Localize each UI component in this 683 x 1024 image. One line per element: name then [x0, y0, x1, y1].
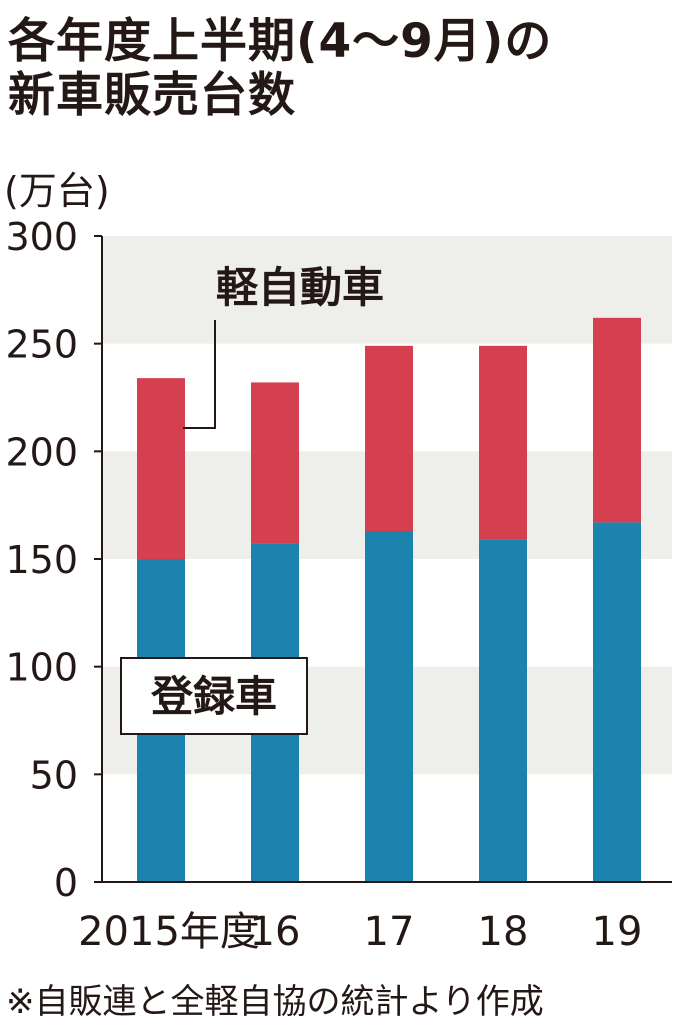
x-tick-label: 2015年度	[78, 909, 260, 955]
y-tick-labels: 0 50 100 150 200 250 300	[5, 215, 78, 905]
bar-registered-3	[479, 539, 527, 882]
bar-kei-3	[479, 345, 527, 540]
bar-registered-4	[593, 522, 641, 882]
source-note: ※自販連と全軽自協の統計より作成	[6, 982, 544, 1022]
y-tick-label: 50	[30, 753, 78, 797]
chart-title-line-2: 新車販売台数	[8, 68, 296, 123]
bars	[137, 317, 641, 882]
y-tick-label: 100	[5, 646, 78, 690]
bar-registered-2	[365, 531, 413, 882]
axes	[94, 235, 672, 883]
y-tick-label: 300	[5, 215, 78, 259]
x-tick-label: 19	[592, 909, 643, 955]
y-axis-unit-label: (万台)	[4, 169, 110, 213]
bar-kei-2	[365, 345, 413, 532]
series-label-kei: 軽自動車	[216, 263, 384, 312]
chart-title-line-1: 各年度上半期(4〜9月)の	[8, 14, 553, 69]
bar-kei-0	[137, 378, 185, 559]
series-label-registered-box	[120, 657, 308, 735]
bar-kei-4	[593, 317, 641, 523]
x-tick-label: 18	[478, 909, 529, 955]
y-tick-label: 250	[5, 323, 78, 367]
series-label-registered: 登録車	[150, 672, 277, 721]
x-tick-label: 17	[364, 909, 415, 955]
y-tick-label: 200	[5, 430, 78, 474]
y-tick-label: 150	[5, 538, 78, 582]
x-tick-label: 16	[250, 909, 301, 955]
y-tick-label: 0	[54, 861, 78, 905]
bar-kei-1	[251, 382, 299, 544]
background-band	[102, 236, 672, 344]
leader-line	[183, 320, 216, 429]
